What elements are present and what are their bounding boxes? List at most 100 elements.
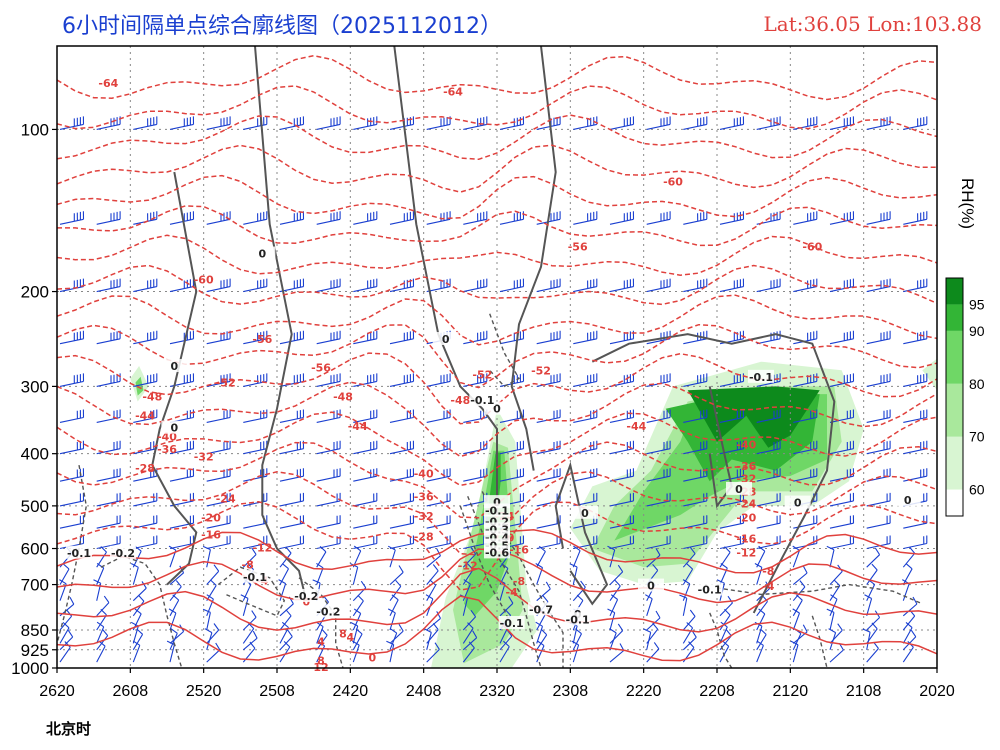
colorbar-band-5 xyxy=(946,278,963,305)
wind-barb-414 xyxy=(826,608,835,631)
wind-barb-287 xyxy=(609,278,635,293)
temperature-label-10: -52 xyxy=(216,376,236,389)
temperature-contour-9 xyxy=(57,323,937,389)
wind-barb-174 xyxy=(389,330,415,345)
omega-label-13: -0.1 xyxy=(749,371,773,384)
omega-label-bg-19 xyxy=(110,545,136,559)
wind-barb-381 xyxy=(793,211,818,225)
omega-label-17: 0 xyxy=(647,580,655,593)
temperature-contour-12 xyxy=(57,411,937,487)
wind-barb-284 xyxy=(571,640,580,663)
temperature-label-32: -20 xyxy=(736,511,756,524)
colorbar-band-2 xyxy=(946,383,963,437)
wind-barb-186 xyxy=(387,608,396,631)
wind-barb-365 xyxy=(756,373,781,387)
wind-barb-253 xyxy=(536,440,561,455)
wind-barb-342 xyxy=(719,116,745,130)
y-tick-label-4: 500 xyxy=(21,497,49,516)
wind-barb-175 xyxy=(389,373,415,387)
omega-label-bg-15 xyxy=(696,582,723,596)
omega-contour-16 xyxy=(709,612,733,668)
wind-barb-344 xyxy=(719,278,745,293)
wind-barb-138 xyxy=(316,409,341,423)
temperature-label-31: -24 xyxy=(216,493,236,506)
wind-barb-256 xyxy=(536,515,561,529)
wind-barb-86 xyxy=(206,535,231,550)
wind-barb-336 xyxy=(682,579,691,601)
omega-label-bg-22 xyxy=(315,604,342,618)
rh-area-10 xyxy=(135,376,144,396)
omega-contour-5 xyxy=(554,461,609,606)
wind-barb-399 xyxy=(829,116,855,130)
wind-barb-91 xyxy=(202,608,211,631)
wind-barb-38 xyxy=(133,116,158,130)
wind-barb-271 xyxy=(573,409,598,423)
temperature-label-27: -28 xyxy=(414,531,434,544)
wind-barb-346 xyxy=(719,373,745,387)
wind-barb-68 xyxy=(168,545,177,568)
omega-label-16: 0 xyxy=(735,483,743,496)
wind-barb-9 xyxy=(59,515,85,529)
wind-barb-299 xyxy=(609,594,619,617)
wind-barb-79 xyxy=(206,330,231,345)
wind-barb-182 xyxy=(387,545,396,568)
wind-barb-171 xyxy=(389,116,415,130)
wind-barb-155 xyxy=(353,330,378,345)
wind-barb-436 xyxy=(866,641,879,663)
wind-barb-117 xyxy=(279,330,305,345)
wind-barb-80 xyxy=(206,373,231,387)
x-tick-label-11: 2108 xyxy=(846,683,882,700)
wind-barb-401 xyxy=(829,278,855,293)
wind-barb-188 xyxy=(389,628,398,651)
wind-barb-439 xyxy=(903,278,928,293)
wind-barb-389 xyxy=(793,515,818,529)
wind-barb-233 xyxy=(499,409,525,423)
wind-barb-6 xyxy=(59,440,85,455)
temperature-label-13: -48 xyxy=(142,390,162,403)
wind-barb-387 xyxy=(793,468,818,482)
x-tick-label-0: 2620 xyxy=(39,683,75,700)
omega-contours xyxy=(57,46,923,668)
wind-barb-442 xyxy=(903,409,928,423)
wind-barb-133 xyxy=(316,116,341,130)
wind-barb-225 xyxy=(462,622,474,644)
temperature-label-49: 4 xyxy=(347,631,355,644)
wind-barb-296 xyxy=(607,545,616,568)
y-tick-label-1: 200 xyxy=(21,283,49,302)
wind-barb-270 xyxy=(573,373,598,387)
wind-barb-224 xyxy=(462,609,477,631)
wind-barb-304 xyxy=(646,116,671,130)
wind-barb-220 xyxy=(462,547,477,568)
x-tick-label-8: 2220 xyxy=(626,683,662,700)
omega-label-7: -0.1 xyxy=(485,505,509,518)
wind-barb-78 xyxy=(206,278,231,293)
temperature-label-1: -64 xyxy=(98,77,118,90)
wind-barb-314 xyxy=(646,535,671,550)
wind-barb-18 xyxy=(59,641,71,663)
wind-barb-294 xyxy=(609,515,635,529)
y-tick-label-8: 925 xyxy=(21,641,49,660)
wind-barb-142 xyxy=(316,515,341,529)
wind-barb-323 xyxy=(683,116,708,130)
wind-barb-58 xyxy=(169,211,195,225)
wind-barb-87 xyxy=(202,545,211,568)
omega-label-bg-3 xyxy=(432,332,459,346)
wind-barb-161 xyxy=(353,515,378,529)
wind-barb-96 xyxy=(243,211,268,225)
x-tick-label-7: 2308 xyxy=(553,683,589,700)
wind-barb-191 xyxy=(426,211,451,225)
omega-contour-17 xyxy=(811,615,828,668)
omega-label-26: -0.1 xyxy=(566,613,590,626)
wind-barb-222 xyxy=(462,579,471,601)
temperature-contour-0 xyxy=(57,54,937,101)
wind-barb-395 xyxy=(792,608,801,631)
location-label: Lat:36.05 Lon:103.88 xyxy=(763,12,982,36)
omega-label-bg-14 xyxy=(572,505,598,519)
temperature-label-8: -52 xyxy=(472,368,492,381)
omega-label-bg-12 xyxy=(484,545,510,559)
wind-barb-405 xyxy=(829,440,855,455)
omega-label-bg-2 xyxy=(249,246,276,260)
temperature-label-42: -8 xyxy=(513,575,525,588)
wind-barb-409 xyxy=(829,535,855,550)
wind-barb-416 xyxy=(828,628,837,650)
